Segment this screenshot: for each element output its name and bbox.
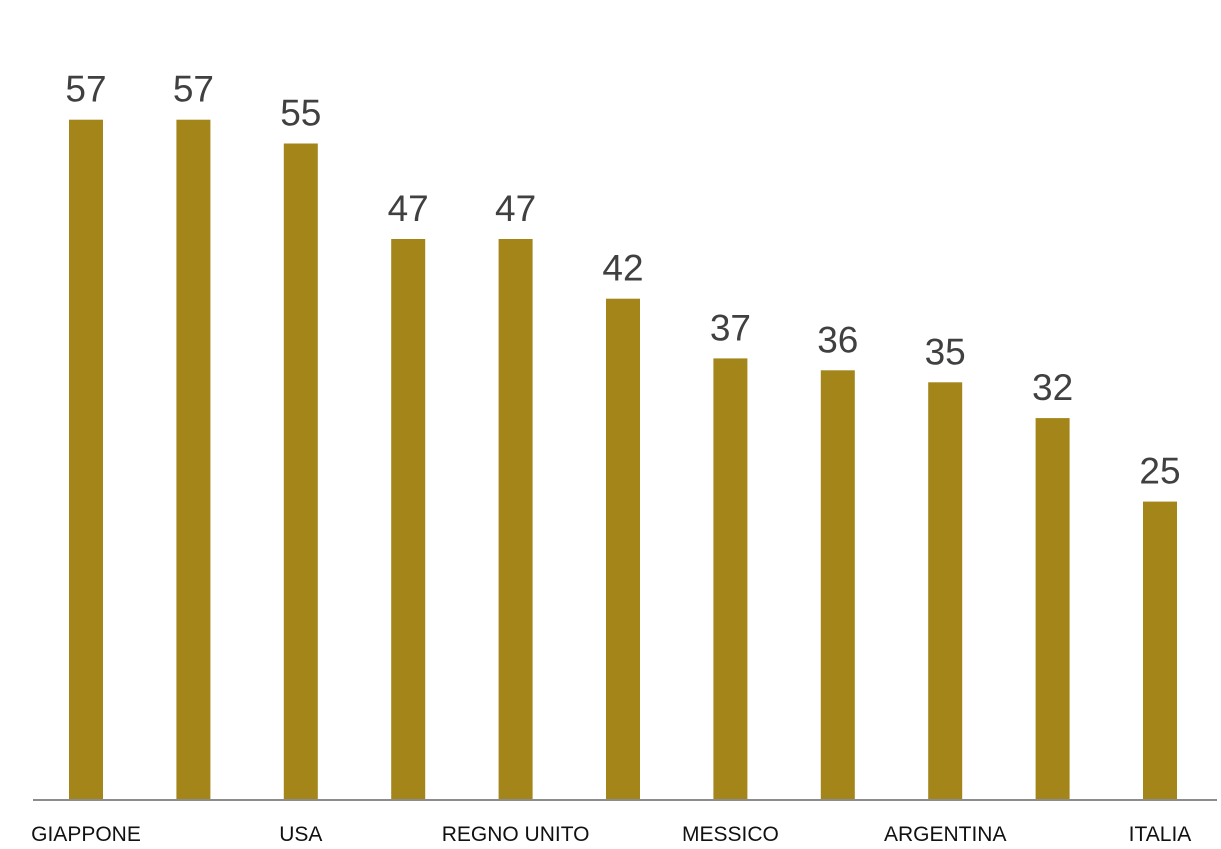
x-tick-label-6: MESSICO: [682, 823, 779, 846]
x-tick-label-2: USA: [279, 823, 322, 846]
bar-value-label-9: 32: [1032, 367, 1073, 408]
bar-9: [1035, 418, 1070, 800]
bar-10: [1143, 501, 1177, 800]
bar-1: [176, 119, 211, 800]
value-labels-layer: 57 57 55 47 47 42 37 36 35 32 25: [65, 69, 1180, 492]
bar-value-label-3: 47: [388, 188, 429, 229]
bar-value-label-6: 37: [710, 307, 751, 348]
bar-value-label-10: 25: [1139, 451, 1180, 492]
bar-6: [713, 358, 748, 800]
bar-value-label-1: 57: [173, 69, 214, 110]
tick-labels-layer: GIAPPONE USA REGNO UNITO MESSICO ARGENTINA IT…: [31, 823, 1191, 846]
x-tick-label-10: ITALIA: [1129, 823, 1192, 846]
bar-value-label-7: 36: [817, 319, 858, 360]
bar-8: [928, 382, 963, 800]
bars-layer: [69, 119, 1177, 800]
bar-2: [283, 143, 318, 800]
bar-7: [820, 370, 855, 800]
x-tick-label-4: REGNO UNITO: [442, 823, 590, 846]
bar-value-label-0: 57: [65, 69, 106, 110]
bar-value-label-4: 47: [495, 188, 536, 229]
bar-value-label-2: 55: [280, 93, 321, 134]
bar-3: [391, 239, 426, 800]
x-tick-label-0: GIAPPONE: [31, 823, 141, 846]
bar-4: [498, 239, 533, 800]
bar-5: [606, 298, 640, 800]
bar-0: [69, 119, 103, 800]
bar-value-label-5: 42: [602, 248, 643, 289]
bar-value-label-8: 35: [925, 331, 966, 372]
x-tick-label-8: ARGENTINA: [884, 823, 1007, 846]
